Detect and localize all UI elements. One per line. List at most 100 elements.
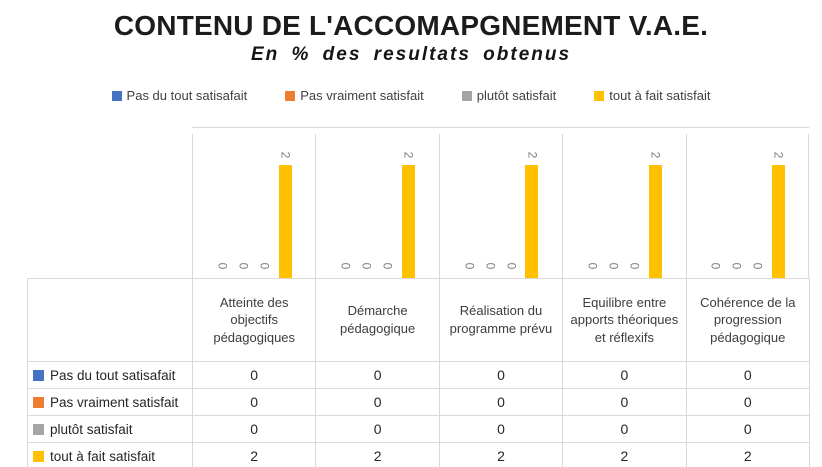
data-label: 0 [708,262,723,270]
value-cell: 0 [438,415,564,443]
table-corner [27,278,193,362]
data-label: 0 [359,262,374,270]
data-label: 0 [750,262,765,270]
legend-label: Pas vraiment satisfait [300,88,424,103]
bar[interactable] [525,165,539,278]
series-slot: 2 [771,149,786,278]
series-slot: 0 [462,260,476,278]
bar[interactable] [648,165,662,278]
data-label: 2 [401,151,416,159]
series-label-cell: tout à fait satisfait [27,442,193,467]
series-label-cell: Pas du tout satisafait [27,361,193,389]
series-slot: 2 [648,149,663,278]
value-cell: 0 [191,388,317,416]
category-separator-line [808,134,809,278]
value-cell: 2 [438,442,564,467]
chart-legend: Pas du tout satisafait Pas vraiment satis… [0,88,822,103]
bar[interactable] [772,165,786,278]
data-label: 2 [648,151,663,159]
category-label: Equilibre entre apports théoriques et ré… [562,278,687,362]
category-separator-line [192,134,193,278]
category-label: Réalisation du programme prévu [438,278,564,362]
series-swatch-icon [33,450,44,462]
legend-item[interactable]: Pas du tout satisafait [111,88,248,103]
legend-swatch-icon [594,90,605,101]
top-gridline [192,127,809,128]
table-row: Pas du tout satisafait 0 0 0 0 0 [27,361,811,389]
value-cell: 0 [438,388,564,416]
value-cell: 0 [315,388,440,416]
series-slot: 0 [257,260,272,278]
table-row: Pas vraiment satisfait 0 0 0 0 0 [27,388,811,416]
series-slot: 0 [627,260,642,278]
legend-swatch-icon [461,90,472,101]
data-label: 0 [257,262,272,270]
category-separator-line [315,134,317,278]
category-label: Cohérence de la progression pédagogique [685,278,811,362]
data-label: 0 [627,262,642,270]
value-cell: 0 [685,361,811,389]
chart-subtitle: En % des resultats obtenus [250,44,572,65]
series-swatch-icon [33,369,44,381]
value-cell: 2 [315,442,440,467]
series-slot: 0 [380,260,395,278]
value-cell: 0 [315,361,440,389]
data-table-wrap: Atteinte des objectifs pédagogiques Démar… [27,278,811,467]
legend-item[interactable]: tout à fait satisfait [594,88,710,103]
value-cell: 0 [315,415,440,443]
series-swatch-icon [33,423,44,435]
series-slot: 0 [606,260,621,278]
legend-swatch-icon [285,90,296,101]
series-slot: 0 [708,260,723,278]
data-label: 0 [729,262,744,270]
series-slot: 0 [503,260,518,278]
series-slot: 2 [524,149,539,278]
legend-item[interactable]: plutôt satisfait [461,88,556,103]
value-cell: 0 [685,415,811,443]
value-cell: 2 [685,442,811,467]
category-label: Atteinte des objectifs pédagogiques [191,278,317,362]
chart-title: CONTENU DE L'ACCOMAPGNEMENT V.A.E. [113,10,709,41]
category-separator-line [562,134,564,278]
legend-item[interactable]: Pas vraiment satisfait [285,88,424,103]
series-slot: 0 [482,260,497,278]
legend-swatch-icon [111,90,122,101]
series-slot: 0 [236,260,251,278]
data-label: 2 [524,151,539,159]
category-separator-line [438,134,440,278]
value-cell: 0 [562,361,687,389]
data-label: 0 [215,262,230,270]
legend-label: Pas du tout satisafait [126,88,248,103]
bar[interactable] [402,165,416,278]
value-cell: 0 [191,415,317,443]
series-slot: 0 [585,260,600,278]
data-label: 0 [606,262,621,270]
value-cell: 0 [562,415,687,443]
value-cell: 0 [685,388,811,416]
table-row: plutôt satisfait 0 0 0 0 0 [27,415,811,443]
data-label: 0 [503,262,518,270]
data-label: 0 [585,262,600,270]
table-row: tout à fait satisfait 2 2 2 2 2 [27,442,811,467]
series-slot: 2 [401,149,416,278]
data-label: 0 [380,262,395,270]
value-cell: 2 [191,442,317,467]
series-label-cell: Pas vraiment satisfait [27,388,193,416]
value-cell: 0 [438,361,564,389]
data-label: 0 [236,262,251,270]
value-cell: 0 [191,361,317,389]
series-slot: 0 [215,260,230,278]
bar[interactable] [278,165,292,278]
category-separator-line [685,134,687,278]
data-label: 2 [771,151,786,159]
data-label: 0 [482,262,497,270]
value-cell: 0 [562,388,687,416]
series-slot: 0 [750,260,765,278]
value-cell: 2 [562,442,687,467]
